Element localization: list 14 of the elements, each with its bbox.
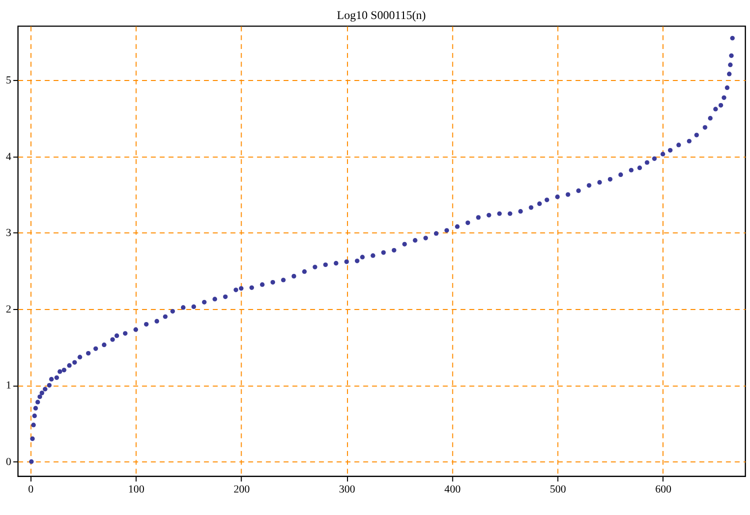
x-tick-label: 400 (444, 483, 461, 496)
y-tick-label: 5 (6, 74, 12, 87)
x-tick-label: 300 (338, 483, 356, 496)
x-tick-label: 100 (128, 483, 144, 496)
y-tick-label: 0 (6, 456, 12, 468)
y-tick-label: 1 (6, 380, 12, 392)
y-tick-label: 3 (6, 227, 12, 240)
x-tick-label: 0 (28, 483, 34, 496)
x-tick-label: 600 (655, 483, 672, 496)
x-tick-label: 500 (550, 483, 566, 496)
chart-title: Log10 S000115(n) (336, 8, 426, 22)
y-tick-label: 2 (6, 303, 12, 316)
y-tick-label: 4 (6, 150, 12, 163)
x-tick-label: 200 (234, 483, 250, 496)
